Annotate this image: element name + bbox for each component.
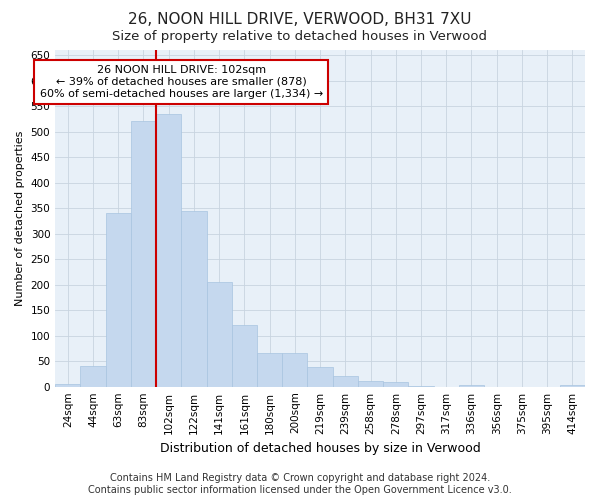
Bar [459, 385, 484, 386]
Bar [257, 352, 282, 386]
X-axis label: Distribution of detached houses by size in Verwood: Distribution of detached houses by size … [160, 442, 481, 455]
Text: Size of property relative to detached houses in Verwood: Size of property relative to detached ho… [113, 30, 487, 43]
Bar [156, 114, 181, 386]
Bar [55, 384, 80, 386]
Bar [282, 352, 307, 386]
Bar [131, 122, 156, 386]
Bar [383, 382, 409, 386]
Text: 26 NOON HILL DRIVE: 102sqm
← 39% of detached houses are smaller (878)
60% of sem: 26 NOON HILL DRIVE: 102sqm ← 39% of deta… [40, 66, 323, 98]
Text: 26, NOON HILL DRIVE, VERWOOD, BH31 7XU: 26, NOON HILL DRIVE, VERWOOD, BH31 7XU [128, 12, 472, 28]
Bar [80, 366, 106, 386]
Bar [206, 282, 232, 387]
Bar [181, 210, 206, 386]
Y-axis label: Number of detached properties: Number of detached properties [15, 130, 25, 306]
Bar [106, 213, 131, 386]
Bar [232, 326, 257, 386]
Bar [560, 385, 585, 386]
Bar [307, 368, 332, 386]
Bar [358, 380, 383, 386]
Bar [332, 376, 358, 386]
Text: Contains HM Land Registry data © Crown copyright and database right 2024.
Contai: Contains HM Land Registry data © Crown c… [88, 474, 512, 495]
